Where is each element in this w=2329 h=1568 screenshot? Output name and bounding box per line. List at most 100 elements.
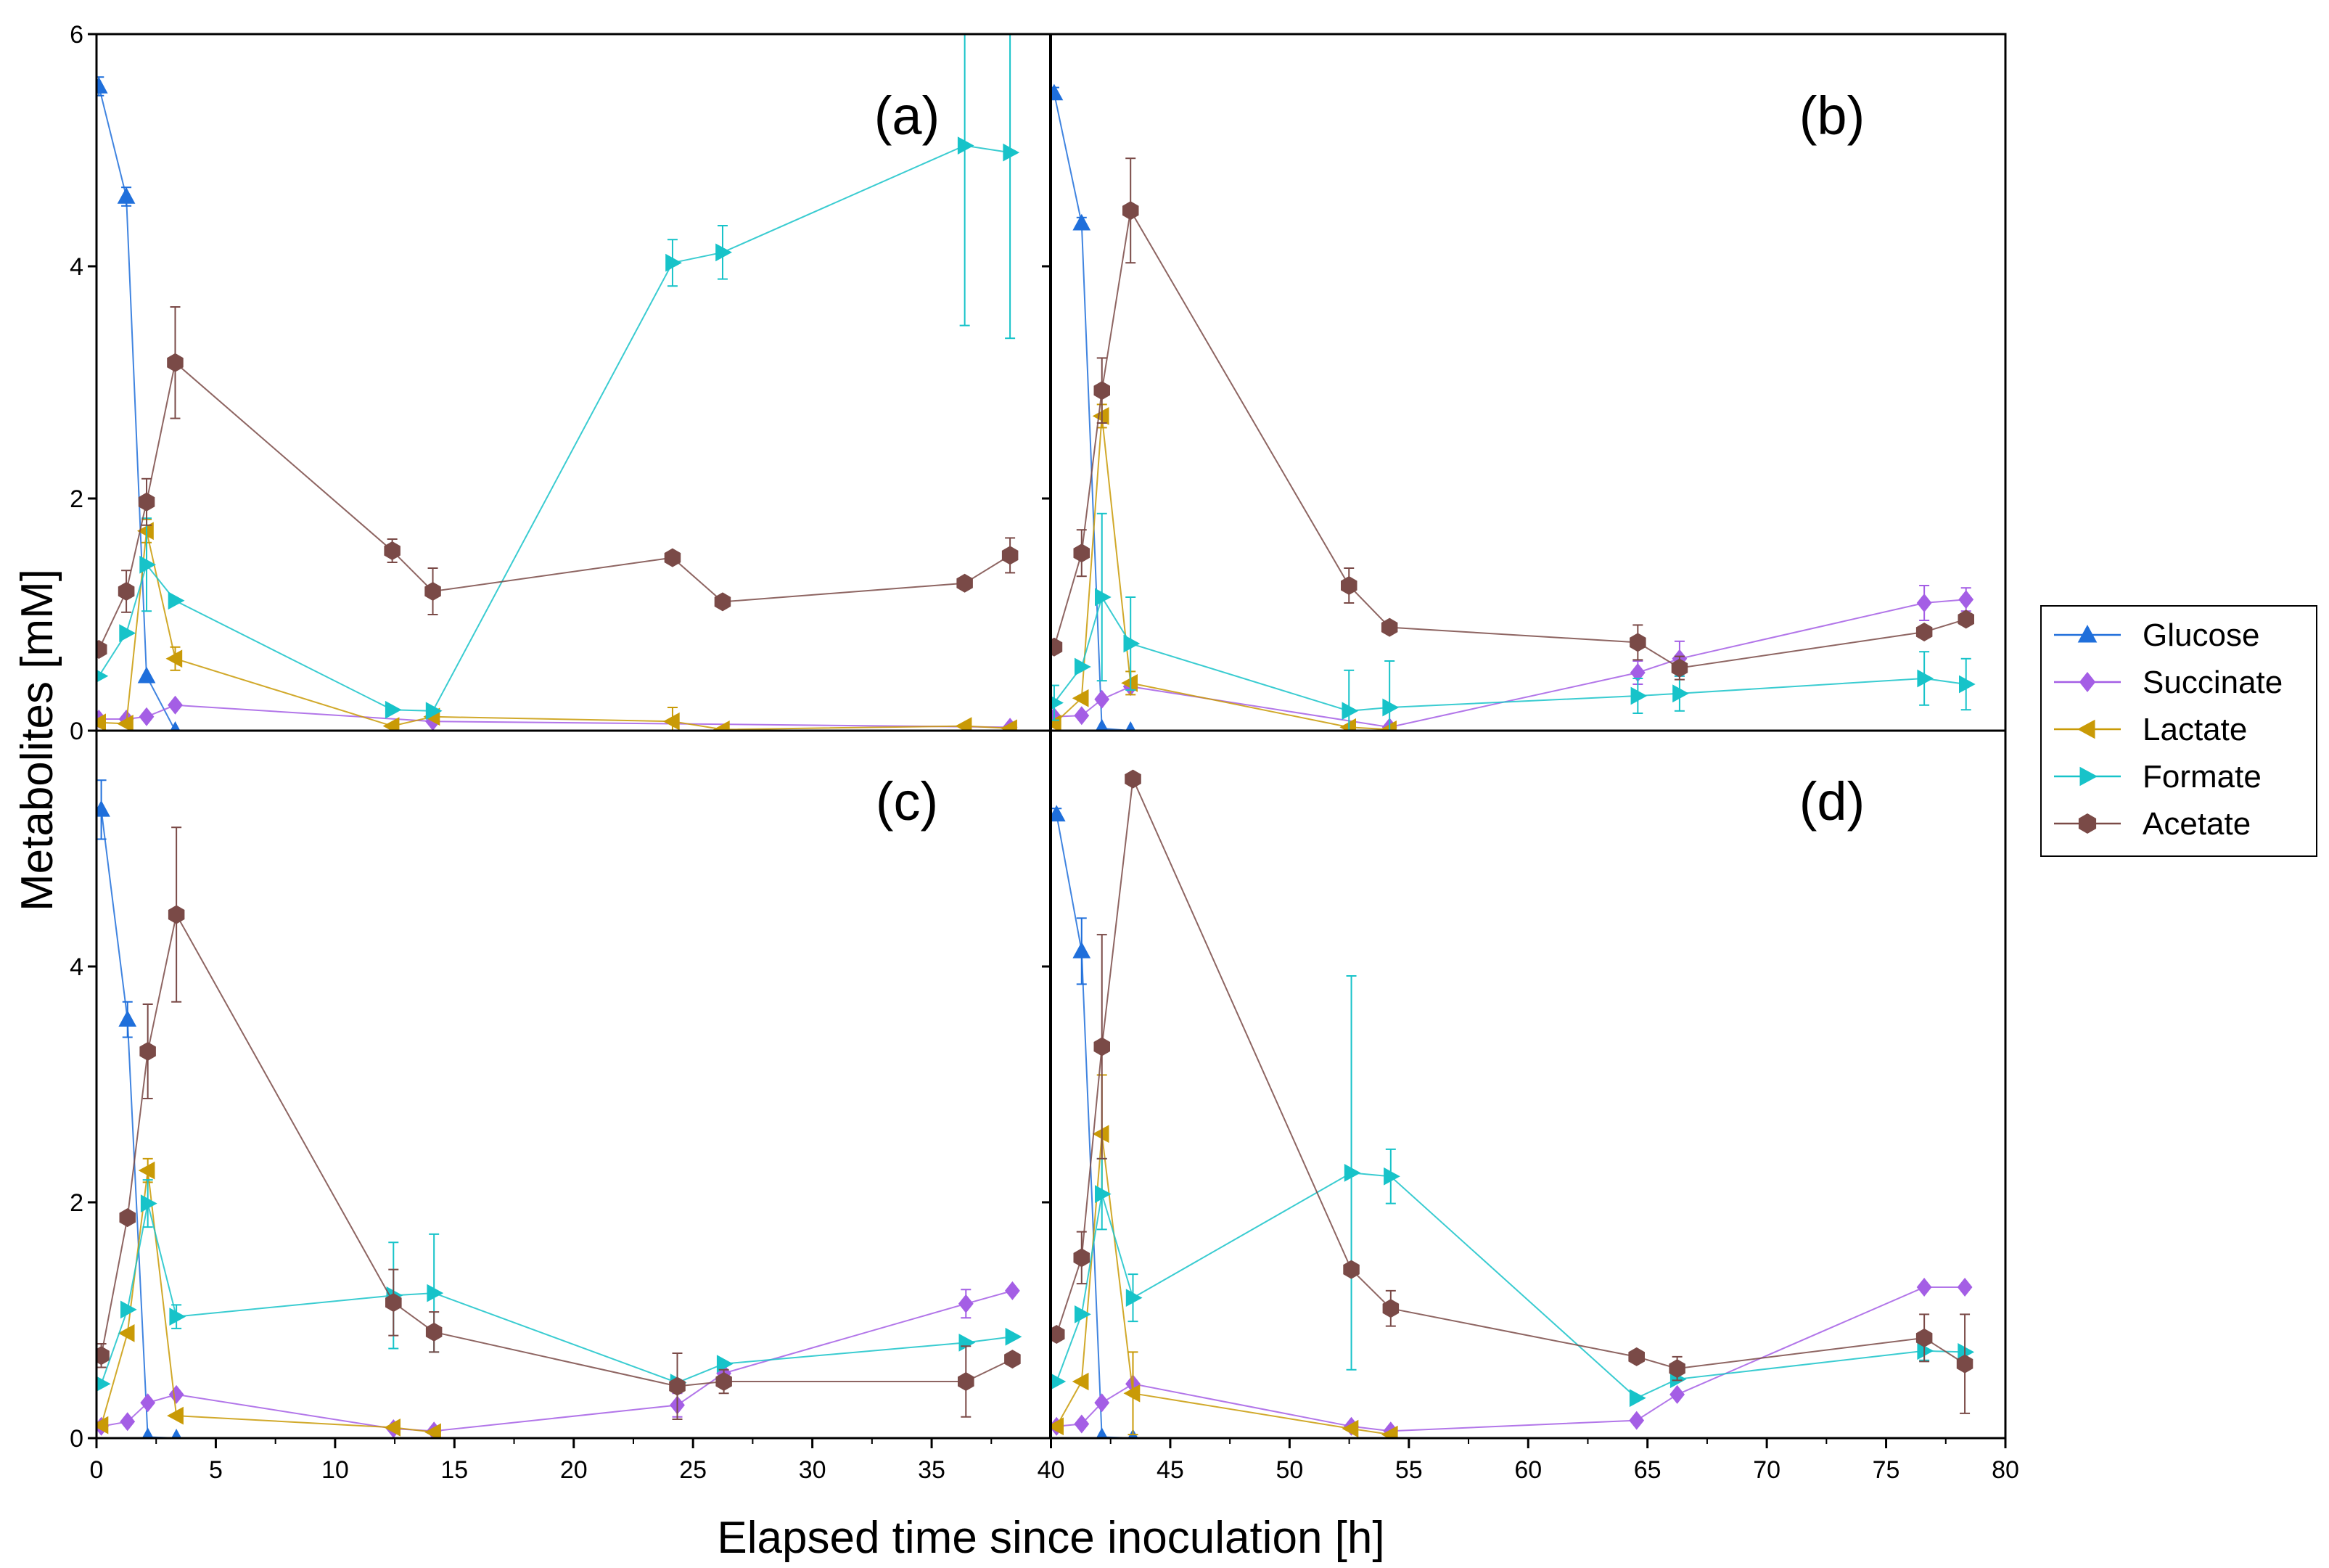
x-axis-title: Elapsed time since inoculation [h] — [717, 1513, 1384, 1563]
data-point-lactate — [1072, 1372, 1089, 1391]
data-point-acetate — [167, 353, 184, 372]
legend-marker — [2077, 625, 2098, 643]
x-tick-label: 65 — [1634, 1456, 1661, 1484]
data-point-acetate — [1671, 658, 1688, 678]
data-point-glucose — [117, 187, 136, 204]
data-point-lactate — [1072, 689, 1089, 707]
data-point-formate — [1344, 1164, 1361, 1182]
data-point-succinate — [168, 695, 183, 715]
data-point-succinate — [140, 1393, 156, 1413]
data-point-formate — [96, 1376, 111, 1392]
x-tick-label: 30 — [799, 1456, 826, 1484]
data-point-acetate — [1958, 609, 1974, 629]
data-point-lactate — [1051, 1417, 1064, 1436]
panel-b — [1051, 83, 1976, 731]
data-point-lactate — [96, 713, 106, 731]
data-point-succinate — [1074, 1414, 1090, 1434]
data-point-glucose — [1095, 718, 1109, 731]
data-point-acetate — [1628, 1347, 1645, 1366]
data-point-acetate — [958, 1372, 974, 1391]
data-point-acetate — [714, 592, 731, 612]
data-point-acetate — [956, 573, 973, 593]
series-succinate-d — [1051, 1278, 1973, 1438]
data-point-acetate — [664, 548, 681, 567]
data-point-acetate — [139, 1042, 156, 1061]
legend-item-acetate: Acetate — [2054, 806, 2251, 842]
x-tick-label: 15 — [440, 1456, 468, 1484]
data-point-lactate — [96, 1416, 109, 1434]
data-point-acetate — [96, 1346, 110, 1366]
data-point-formate — [1051, 695, 1064, 710]
legend-label: Acetate — [2143, 806, 2251, 842]
data-point-acetate — [138, 492, 155, 512]
series-line — [100, 1203, 1013, 1384]
series-line — [1053, 595, 1966, 712]
data-point-lactate — [713, 721, 730, 731]
x-tick-label: 5 — [209, 1456, 223, 1484]
panel-label-a: (a) — [874, 86, 940, 146]
series-line — [98, 361, 1011, 650]
series-acetate-d — [1051, 769, 1973, 1414]
panel-label-b: (b) — [1799, 86, 1865, 146]
data-point-formate — [168, 591, 185, 610]
data-point-succinate — [1630, 663, 1646, 682]
data-point-formate — [169, 1308, 186, 1326]
data-point-acetate — [1915, 623, 1933, 641]
x-tick-label: 10 — [321, 1456, 349, 1484]
series-glucose-a — [96, 76, 181, 731]
error-bar — [1384, 660, 1395, 731]
legend-item-succinate: Succinate — [2054, 665, 2283, 700]
data-point-lactate — [1092, 407, 1109, 425]
data-point-lactate — [138, 1161, 155, 1180]
data-point-acetate — [425, 1322, 443, 1342]
panel-c — [96, 779, 1022, 1438]
data-point-lactate — [955, 717, 972, 731]
data-point-acetate — [1093, 1037, 1110, 1056]
series-lactate-a — [96, 518, 1017, 731]
data-point-glucose — [1072, 941, 1091, 959]
y-tick-label: 2 — [70, 485, 83, 513]
data-point-formate — [1342, 702, 1359, 721]
data-point-succinate — [1629, 1411, 1645, 1430]
data-point-glucose — [1125, 721, 1136, 731]
series-line — [1056, 1286, 1966, 1432]
legend: Glucose Succinate Lactate Formate Acetate — [2040, 605, 2317, 857]
x-tick-label: 80 — [1992, 1456, 2019, 1484]
data-point-acetate — [1122, 201, 1139, 221]
panel-label-c: (c) — [876, 771, 938, 832]
data-point-succinate — [1094, 689, 1110, 709]
legend-label: Glucose — [2143, 617, 2259, 653]
series-line — [99, 530, 1011, 731]
y-tick-label: 2 — [70, 1189, 83, 1217]
data-point-lactate — [424, 1423, 441, 1438]
x-tick-label: 45 — [1157, 1456, 1184, 1484]
data-point-acetate — [1343, 1260, 1360, 1279]
legend-item-formate: Formate — [2054, 759, 2262, 795]
data-point-formate — [1672, 684, 1689, 703]
series-acetate-b — [1051, 157, 1974, 681]
series-formate-d — [1051, 975, 1975, 1408]
data-point-formate — [120, 1300, 137, 1319]
data-point-lactate — [1339, 718, 1356, 731]
data-point-acetate — [384, 541, 401, 560]
y-tick-label: 4 — [70, 953, 83, 981]
x-tick-label: 70 — [1753, 1456, 1780, 1484]
data-point-acetate — [385, 1293, 402, 1313]
data-point-lactate — [1342, 1419, 1359, 1438]
legend-label: Lactate — [2143, 712, 2247, 747]
data-point-lactate — [117, 715, 134, 731]
data-point-acetate — [118, 582, 135, 601]
series-line — [1056, 1172, 1966, 1399]
data-point-acetate — [1001, 546, 1019, 565]
data-point-acetate — [1073, 543, 1090, 563]
series-acetate-a — [96, 306, 1019, 659]
data-point-succinate — [1074, 706, 1090, 726]
series-line — [1056, 776, 1966, 1370]
data-point-formate — [665, 253, 682, 272]
data-point-formate — [1629, 1389, 1646, 1408]
x-tick-label: 35 — [918, 1456, 945, 1484]
data-point-formate — [1123, 634, 1141, 653]
data-point-formate — [427, 1284, 444, 1302]
data-point-formate — [1005, 1327, 1022, 1346]
data-point-lactate — [1381, 1425, 1398, 1438]
